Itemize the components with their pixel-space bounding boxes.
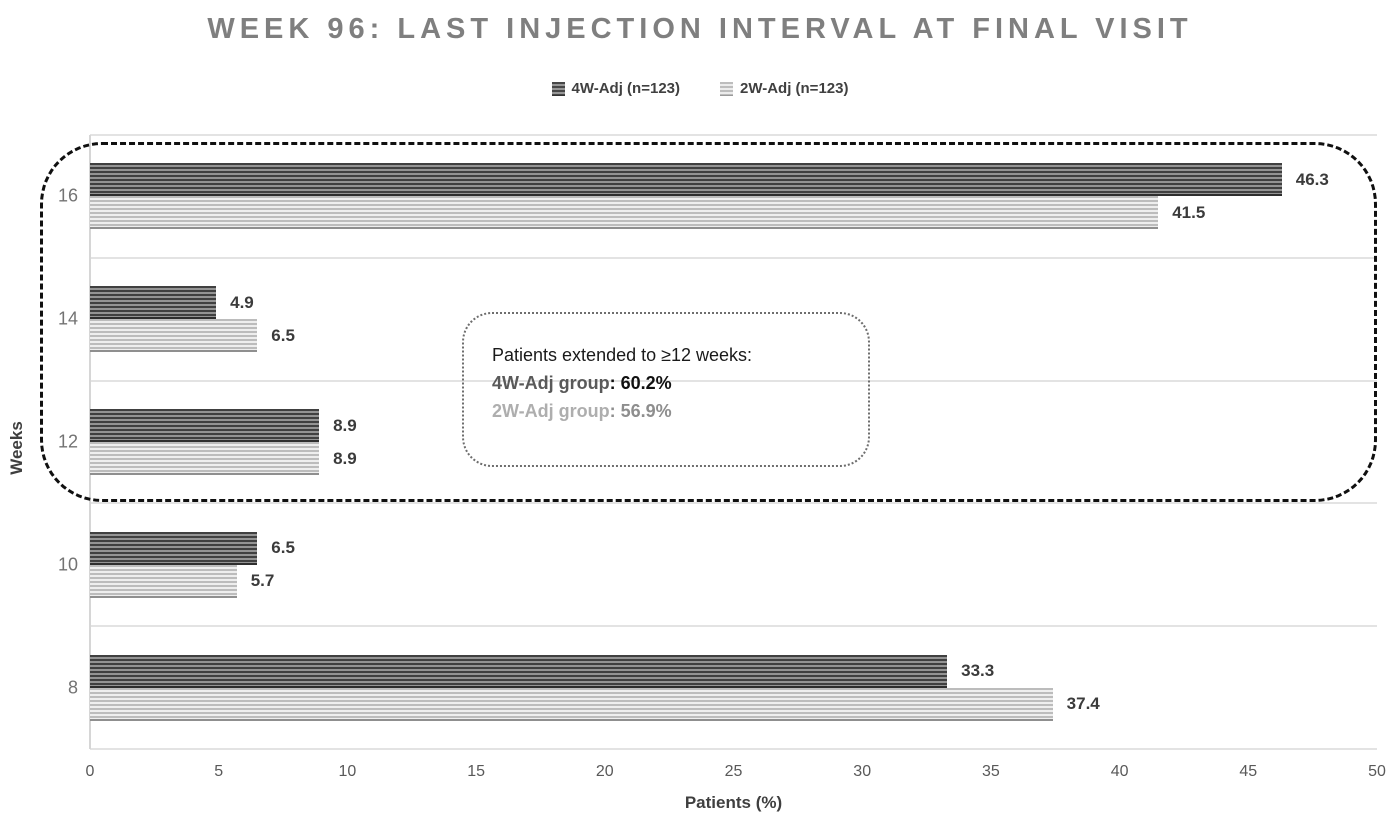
gridline-horizontal (90, 748, 1377, 750)
bar-4w-adj-week-10 (90, 531, 258, 565)
legend-label-2w-adj: 2W-Adj (n=123) (740, 80, 849, 97)
legend-swatch-2w-adj-icon (720, 81, 733, 96)
annotation-2w-value: : 56.9% (609, 401, 672, 421)
highlight-dashed-outline (40, 142, 1377, 502)
bar-2w-adj-week-12 (90, 442, 320, 475)
annotation-box: Patients extended to ≥12 weeks: 4W-Adj g… (462, 312, 870, 467)
bar-4w-adj-week-8 (90, 654, 948, 688)
bar-4w-adj-week-14 (90, 286, 217, 320)
x-tick-label-0: 0 (85, 763, 95, 780)
bar-4w-adj-week-16 (90, 163, 1282, 197)
value-label-2w-adj-week-14: 6.5 (271, 325, 295, 345)
x-tick-label-30: 30 (853, 763, 872, 780)
bar-2w-adj-week-10 (90, 564, 237, 598)
legend-item-4w-adj: 4W-Adj (n=123) (551, 80, 680, 97)
x-tick-label-40: 40 (1110, 763, 1129, 780)
y-tick-label-week-14: 14 (57, 308, 78, 329)
y-tick-label-week-8: 8 (67, 677, 78, 698)
chart-title: WEEK 96: LAST INJECTION INTERVAL AT FINA… (207, 13, 1193, 45)
gridline-horizontal (90, 625, 1377, 628)
value-label-4w-adj-week-10: 6.5 (271, 538, 295, 558)
gridline-horizontal (90, 256, 1377, 259)
value-label-2w-adj-week-10: 5.7 (250, 571, 275, 591)
annotation-line-2w: 2W-Adj group: 56.9% (492, 397, 858, 425)
y-axis-title: Weeks (7, 421, 26, 475)
x-tick-label-50: 50 (1368, 763, 1386, 780)
gridline-horizontal (90, 502, 1377, 505)
y-tick-label-week-10: 10 (57, 554, 78, 575)
bar-2w-adj-week-8 (90, 687, 1053, 721)
value-label-2w-adj-week-8: 37.4 (1066, 694, 1100, 714)
x-tick-label-35: 35 (981, 763, 1000, 780)
gridline-horizontal (90, 134, 1377, 136)
legend-item-2w-adj: 2W-Adj (n=123) (720, 80, 848, 97)
legend-label-4w-adj: 4W-Adj (n=123) (571, 80, 680, 97)
value-label-4w-adj-week-8: 33.3 (961, 661, 995, 681)
annotation-4w-value: : 60.2% (609, 373, 672, 393)
gridline-horizontal (90, 379, 1377, 382)
value-label-4w-adj-week-14: 4.9 (230, 292, 254, 312)
annotation-line-4w: 4W-Adj group: 60.2% (492, 369, 858, 397)
legend-swatch-4w-adj-icon (551, 81, 565, 96)
x-tick-label-15: 15 (467, 763, 485, 780)
legend: 4W-Adj (n=123) 2W-Adj (n=123) (0, 80, 1400, 97)
bar-4w-adj-week-12 (90, 409, 320, 442)
x-tick-label-5: 5 (214, 763, 224, 780)
x-tick-label-10: 10 (338, 763, 357, 780)
annotation-2w-label: 2W-Adj group (492, 401, 610, 421)
x-tick-label-25: 25 (724, 763, 743, 780)
annotation-title: Patients extended to ≥12 weeks: (492, 345, 753, 365)
x-axis-title: Patients (%) (684, 793, 783, 812)
x-tick-label-20: 20 (595, 763, 614, 780)
bar-2w-adj-week-16 (90, 196, 1159, 230)
value-label-2w-adj-week-12: 8.9 (333, 448, 357, 468)
value-label-4w-adj-week-12: 8.9 (333, 415, 357, 435)
bar-2w-adj-week-14 (90, 319, 258, 353)
value-label-2w-adj-week-16: 41.5 (1172, 202, 1206, 222)
x-tick-label-45: 45 (1239, 763, 1258, 780)
annotation-4w-label: 4W-Adj group (492, 373, 610, 393)
